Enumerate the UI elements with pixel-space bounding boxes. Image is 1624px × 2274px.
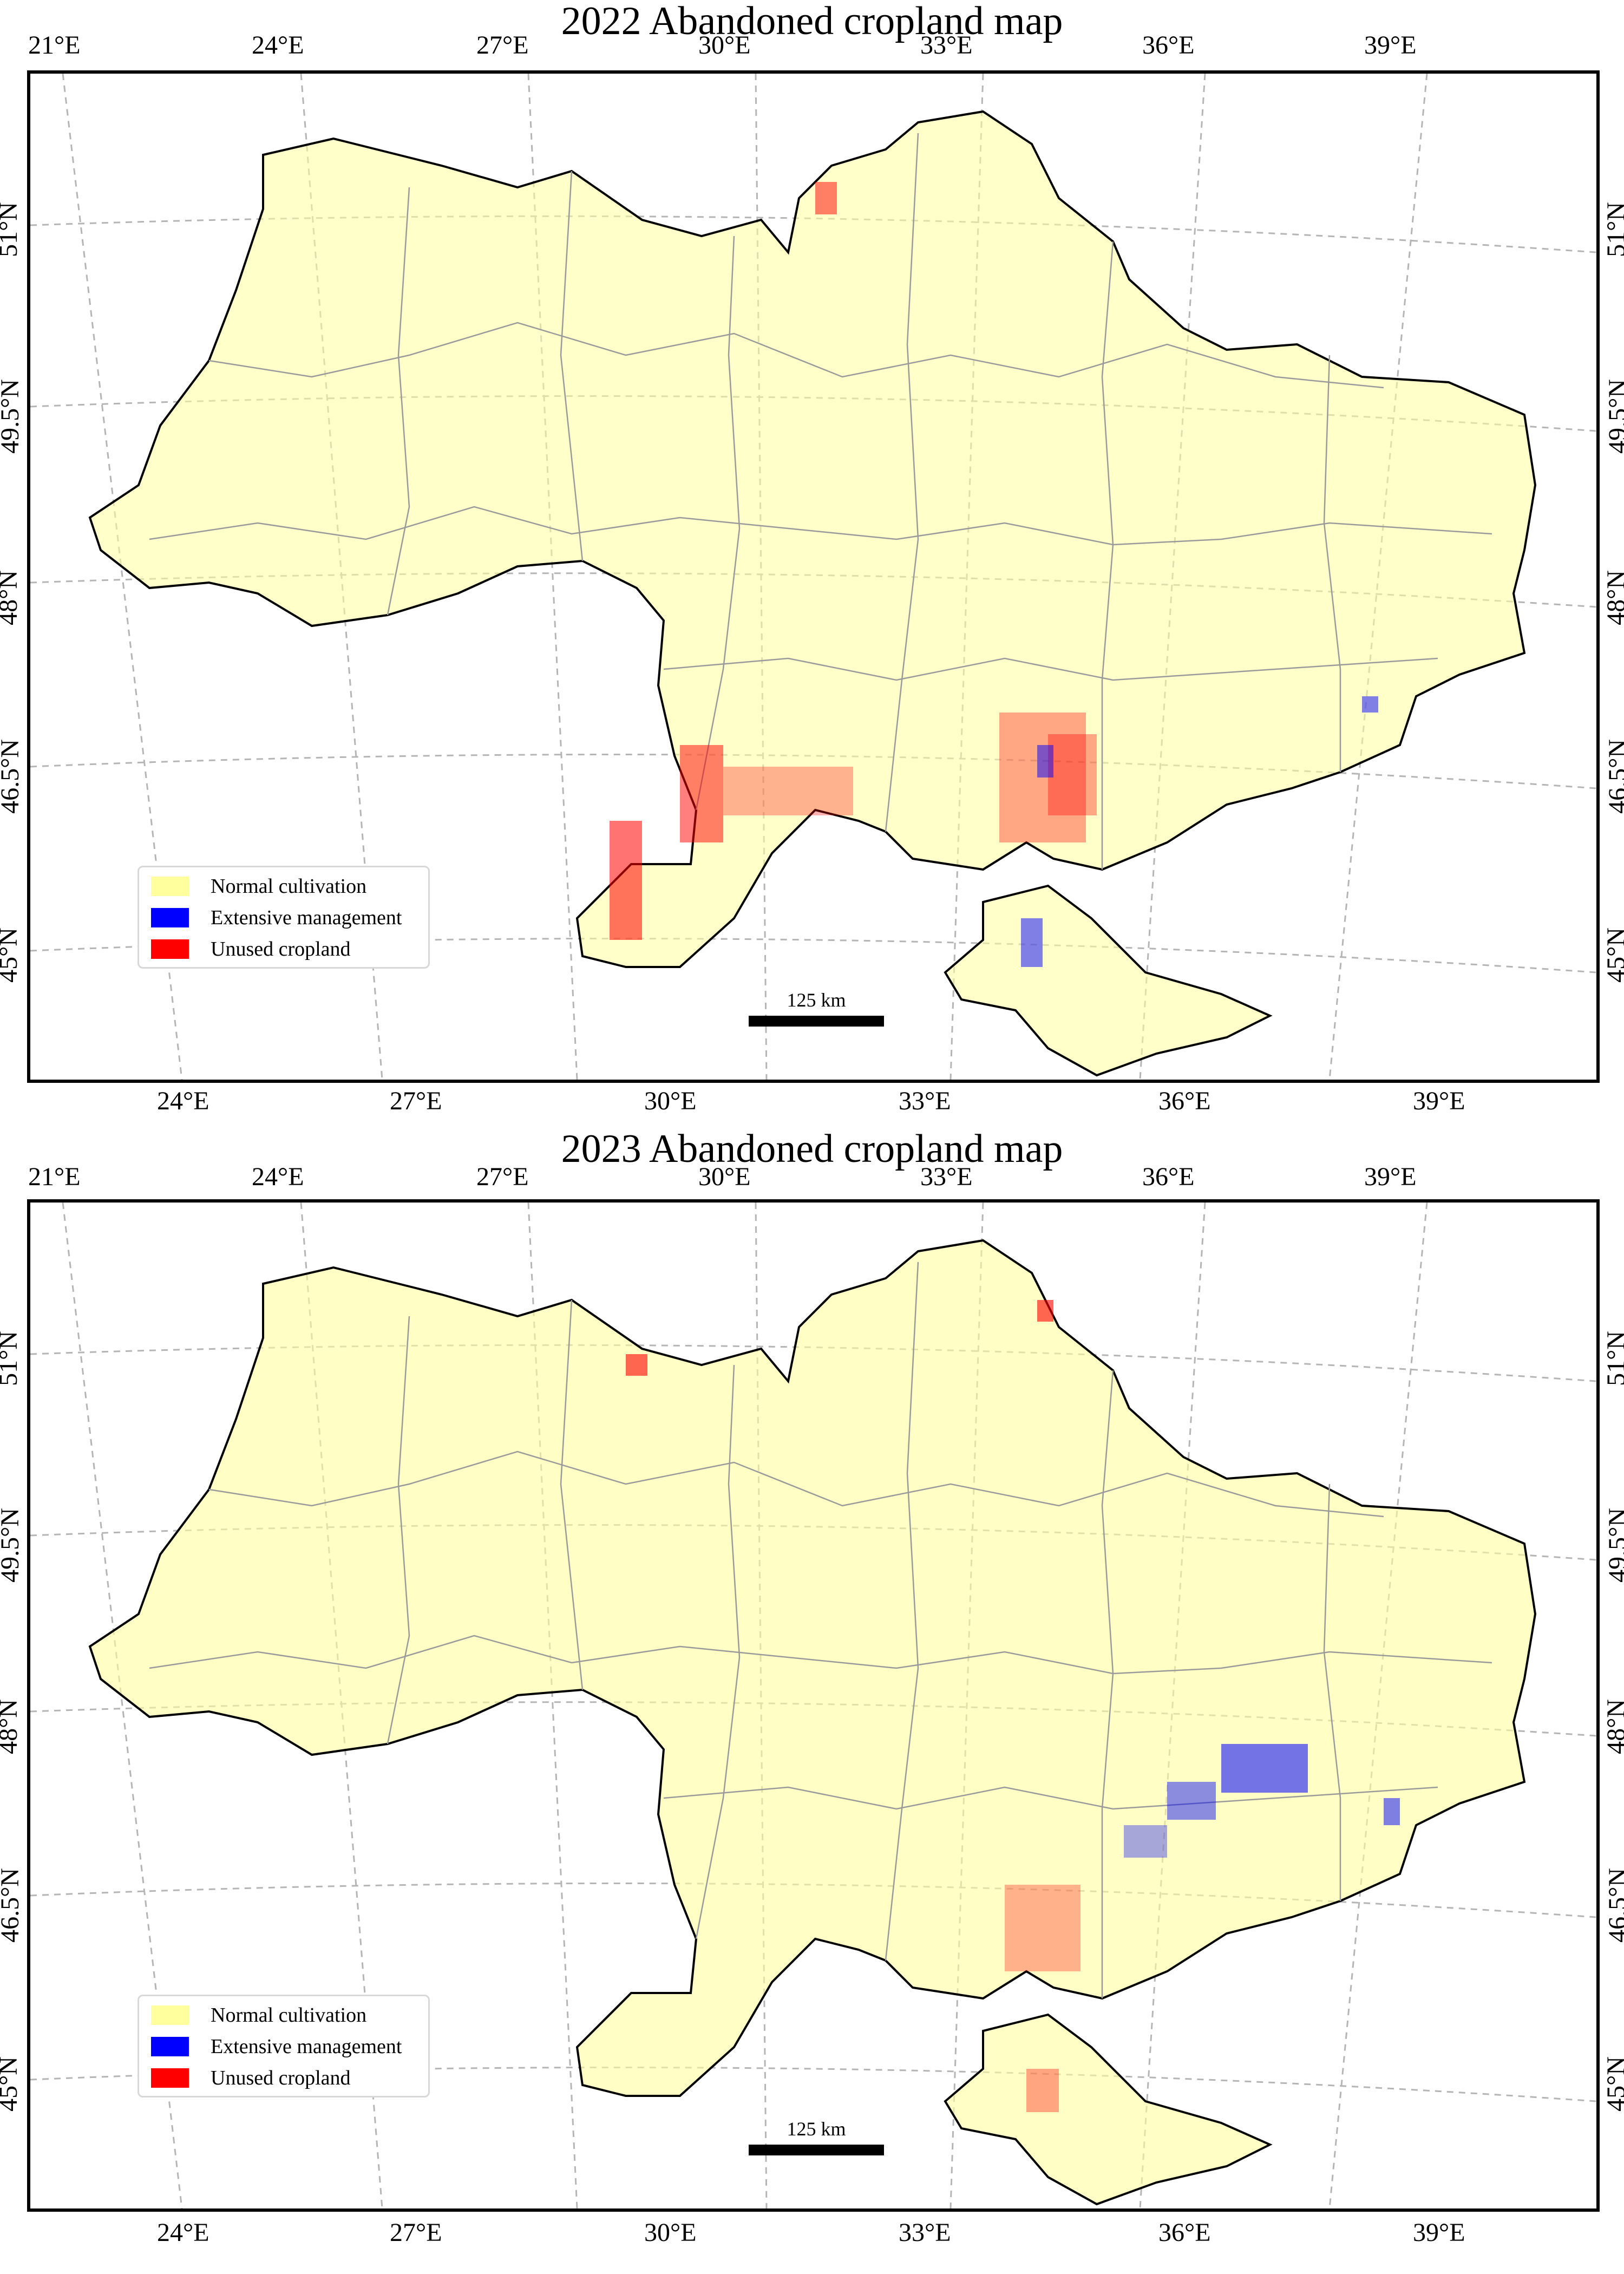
legend-item-extensive-management: Extensive management	[151, 2033, 402, 2060]
legend-swatch	[151, 908, 189, 927]
top-tick-label: 27°E	[476, 31, 529, 60]
top-tick-label: 27°E	[476, 1162, 529, 1191]
legend-label: Unused cropland	[211, 2067, 351, 2089]
bottom-tick-label: 39°E	[1413, 2218, 1465, 2247]
top-tick-label: 24°E	[252, 1162, 304, 1191]
oblast-borders	[149, 1262, 1492, 1998]
extensive-management-patches	[1124, 1744, 1400, 1858]
legend-item-extensive-management: Extensive management	[151, 904, 402, 931]
legend-swatch	[151, 939, 189, 959]
top-tick-label: 33°E	[920, 1162, 973, 1191]
left-tick-label: 51°N	[0, 1331, 23, 1386]
bottom-tick-label: 24°E	[157, 2218, 209, 2247]
top-tick-label: 39°E	[1364, 31, 1417, 60]
bottom-tick-label: 27°E	[390, 1087, 442, 1115]
legend-item-unused-cropland: Unused cropland	[151, 2064, 351, 2092]
ukraine-outline	[88, 110, 1537, 968]
scale-bar-label: 125 km	[787, 989, 846, 1011]
map-frame-2023: Normal cultivation Extensive management …	[27, 1199, 1600, 2212]
legend-swatch	[151, 877, 189, 896]
top-tick-label: 39°E	[1364, 1162, 1417, 1191]
oblast-borders	[149, 133, 1492, 870]
legend-item-normal-cultivation: Normal cultivation	[151, 2002, 366, 2029]
right-tick-label: 51°N	[1601, 1331, 1624, 1386]
bottom-tick-label: 39°E	[1413, 1087, 1465, 1115]
map-legend: Normal cultivation Extensive management …	[137, 866, 430, 969]
left-tick-label: 45°N	[0, 927, 23, 983]
left-tick-label: 49.5°N	[0, 379, 24, 454]
unused-cropland-patches	[626, 1300, 1081, 2112]
unused-cropland-patches	[610, 182, 1097, 940]
right-tick-label: 48°N	[1601, 1699, 1624, 1754]
right-tick-label: 46.5°N	[1603, 1868, 1624, 1943]
map-title-2023: 2023 Abandoned cropland map	[561, 1127, 1063, 1171]
bottom-tick-label: 36°E	[1158, 2218, 1211, 2247]
top-tick-label: 33°E	[920, 31, 973, 60]
right-tick-label: 46.5°N	[1603, 739, 1624, 814]
crimea-outline	[944, 884, 1273, 1077]
top-tick-label: 21°E	[28, 31, 81, 60]
bottom-tick-label: 33°E	[899, 1087, 951, 1115]
top-tick-label: 30°E	[698, 31, 751, 60]
bottom-tick-label: 30°E	[644, 1087, 697, 1115]
left-tick-label: 51°N	[0, 202, 23, 257]
scale-bar	[749, 1016, 884, 1027]
map-frame-2022: Normal cultivation Extensive management …	[27, 70, 1600, 1083]
legend-label: Normal cultivation	[211, 875, 367, 898]
legend-item-normal-cultivation: Normal cultivation	[151, 873, 366, 900]
bottom-tick-label: 36°E	[1158, 1087, 1211, 1115]
left-tick-label: 45°N	[0, 2056, 23, 2112]
left-tick-label: 46.5°N	[0, 1868, 24, 1943]
top-tick-label: 36°E	[1142, 1162, 1195, 1191]
ukraine-outline	[88, 1239, 1537, 2097]
legend-label: Extensive management	[211, 906, 402, 929]
scale-bar	[749, 2145, 884, 2155]
legend-swatch	[151, 2037, 189, 2056]
legend-swatch	[151, 2068, 189, 2088]
right-tick-label: 51°N	[1601, 202, 1624, 257]
right-tick-label: 48°N	[1601, 570, 1624, 625]
right-tick-label: 45°N	[1601, 2056, 1624, 2112]
legend-label: Unused cropland	[211, 938, 351, 960]
left-tick-label: 46.5°N	[0, 739, 24, 814]
bottom-tick-label: 33°E	[899, 2218, 951, 2247]
map-legend: Normal cultivation Extensive management …	[137, 1995, 430, 2097]
legend-label: Normal cultivation	[211, 2004, 367, 2027]
top-tick-label: 30°E	[698, 1162, 751, 1191]
legend-swatch	[151, 2005, 189, 2025]
bottom-tick-label: 24°E	[157, 1087, 209, 1115]
legend-label: Extensive management	[211, 2035, 402, 2058]
right-tick-label: 49.5°N	[1603, 1508, 1624, 1583]
ukraine-map-2022	[30, 74, 1596, 1080]
map-title-2022: 2022 Abandoned cropland map	[561, 0, 1063, 43]
bottom-tick-label: 27°E	[390, 2218, 442, 2247]
legend-item-unused-cropland: Unused cropland	[151, 936, 351, 963]
left-tick-label: 48°N	[0, 570, 23, 625]
crimea-outline	[944, 2013, 1273, 2206]
bottom-tick-label: 30°E	[644, 2218, 697, 2247]
right-tick-label: 49.5°N	[1603, 379, 1624, 454]
top-tick-label: 36°E	[1142, 31, 1195, 60]
ukraine-map-2023	[30, 1203, 1596, 2208]
left-tick-label: 49.5°N	[0, 1508, 24, 1583]
right-tick-label: 45°N	[1601, 927, 1624, 983]
left-tick-label: 48°N	[0, 1699, 23, 1754]
extensive-management-patches	[1021, 696, 1378, 967]
scale-bar-label: 125 km	[787, 2118, 846, 2140]
top-tick-label: 24°E	[252, 31, 304, 60]
top-tick-label: 21°E	[28, 1162, 81, 1191]
